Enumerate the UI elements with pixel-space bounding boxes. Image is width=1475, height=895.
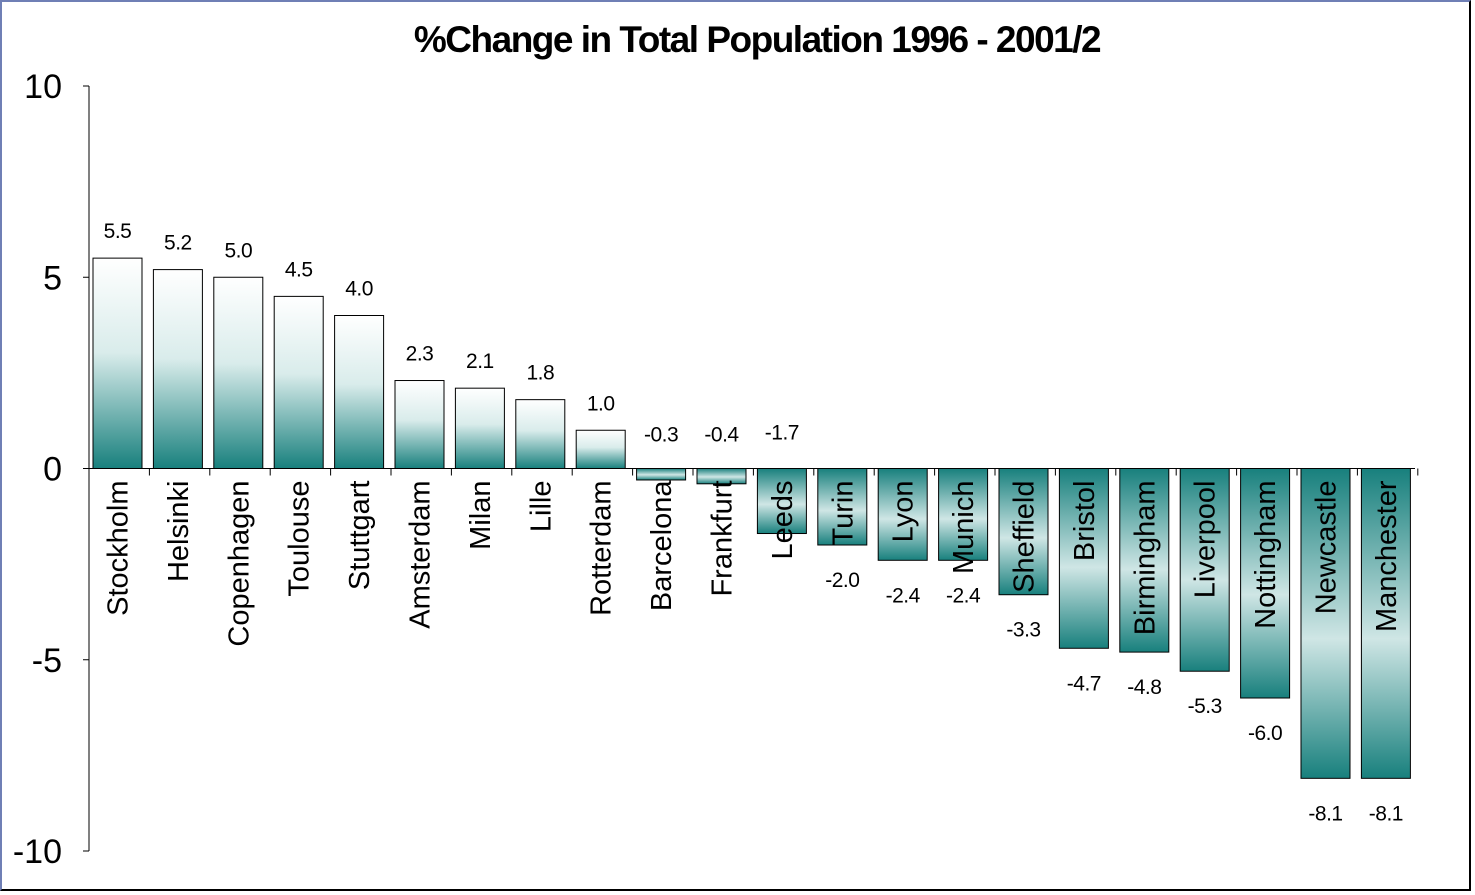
- bar-toulouse: [273, 295, 324, 469]
- category-label: Rotterdam: [586, 481, 618, 616]
- value-label: -8.1: [1308, 802, 1342, 825]
- value-label: -1.7: [765, 422, 799, 445]
- bar-frankfurt: [696, 468, 747, 485]
- category-label: Barcelona: [646, 480, 678, 611]
- category-label: Munich: [948, 481, 980, 575]
- category-label: Birmingham: [1129, 481, 1161, 636]
- category-label: Stockholm: [103, 481, 135, 616]
- value-label: -3.3: [1006, 619, 1040, 642]
- category-label: Newcastle: [1311, 481, 1343, 615]
- category-label: Toulouse: [284, 481, 316, 597]
- chart-title: %Change in Total Population 1996 - 2001/…: [414, 19, 1101, 60]
- bar-liverpool: [1179, 468, 1230, 672]
- bar-amsterdam: [394, 380, 445, 469]
- bar-newcastle: [1300, 468, 1351, 779]
- y-tick-label: -10: [13, 833, 62, 871]
- value-label: 4.0: [345, 278, 373, 301]
- value-label: 2.3: [406, 343, 434, 366]
- bar-milan: [454, 387, 505, 469]
- bars: [92, 257, 1411, 779]
- bar-sheffield: [998, 468, 1049, 596]
- value-label: 1.0: [587, 392, 615, 415]
- bar-birmingham: [1119, 468, 1170, 653]
- bar-stuttgart: [334, 315, 385, 469]
- y-tick-label: 10: [24, 68, 62, 106]
- category-label: Leeds: [767, 481, 799, 560]
- bar-manchester: [1360, 468, 1411, 779]
- bar-rotterdam: [575, 429, 626, 469]
- category-label: Lille: [525, 481, 557, 533]
- value-label: -6.0: [1248, 722, 1282, 745]
- value-label: 4.5: [285, 258, 313, 281]
- category-label: Turin: [827, 481, 859, 546]
- value-label: -2.0: [825, 569, 859, 592]
- value-label: -8.1: [1369, 802, 1403, 825]
- bar-lille: [515, 399, 566, 469]
- y-tick-label: 0: [43, 451, 62, 489]
- category-label: Copenhagen: [223, 481, 255, 647]
- category-label: Frankfurt: [707, 481, 739, 597]
- value-label: -4.8: [1127, 676, 1161, 699]
- bar-nottingham: [1240, 468, 1291, 699]
- bar-helsinki: [152, 269, 203, 469]
- category-label: Nottingham: [1250, 481, 1282, 629]
- value-label: -2.4: [946, 584, 981, 607]
- category-label: Sheffield: [1009, 481, 1041, 593]
- bar-barcelona: [636, 468, 687, 481]
- category-label: Manchester: [1371, 480, 1403, 632]
- bar-leeds: [756, 468, 807, 535]
- labels: 5.5 Stockholm 5.2 Helsinki 5.0 Copenhagen 4.5 T…: [103, 220, 1404, 825]
- bar-turin: [817, 468, 868, 546]
- bar-bristol: [1058, 468, 1109, 649]
- value-label: -2.4: [886, 584, 921, 607]
- value-label: 1.8: [526, 362, 554, 385]
- category-label: Amsterdam: [405, 481, 437, 629]
- value-label: 5.0: [224, 239, 252, 262]
- bar-copenhagen: [213, 276, 264, 469]
- value-label: 2.1: [466, 350, 494, 373]
- category-label: Bristol: [1069, 481, 1101, 562]
- category-label: Liverpool: [1190, 481, 1222, 599]
- bar-stockholm: [92, 257, 143, 469]
- value-label: -5.3: [1188, 695, 1222, 718]
- value-label: 5.2: [164, 232, 192, 255]
- bar-munich: [938, 468, 989, 561]
- value-label: 5.5: [104, 220, 132, 243]
- category-label: Lyon: [888, 481, 920, 543]
- y-tick-label: 5: [43, 259, 62, 297]
- value-label: -0.4: [704, 424, 739, 447]
- category-label: Helsinki: [163, 481, 195, 583]
- y-tick-label: -5: [32, 642, 62, 680]
- bar-lyon: [877, 468, 928, 561]
- value-label: -0.3: [644, 424, 678, 447]
- value-label: -4.7: [1067, 672, 1101, 695]
- category-label: Milan: [465, 481, 497, 550]
- category-label: Stuttgart: [344, 481, 376, 591]
